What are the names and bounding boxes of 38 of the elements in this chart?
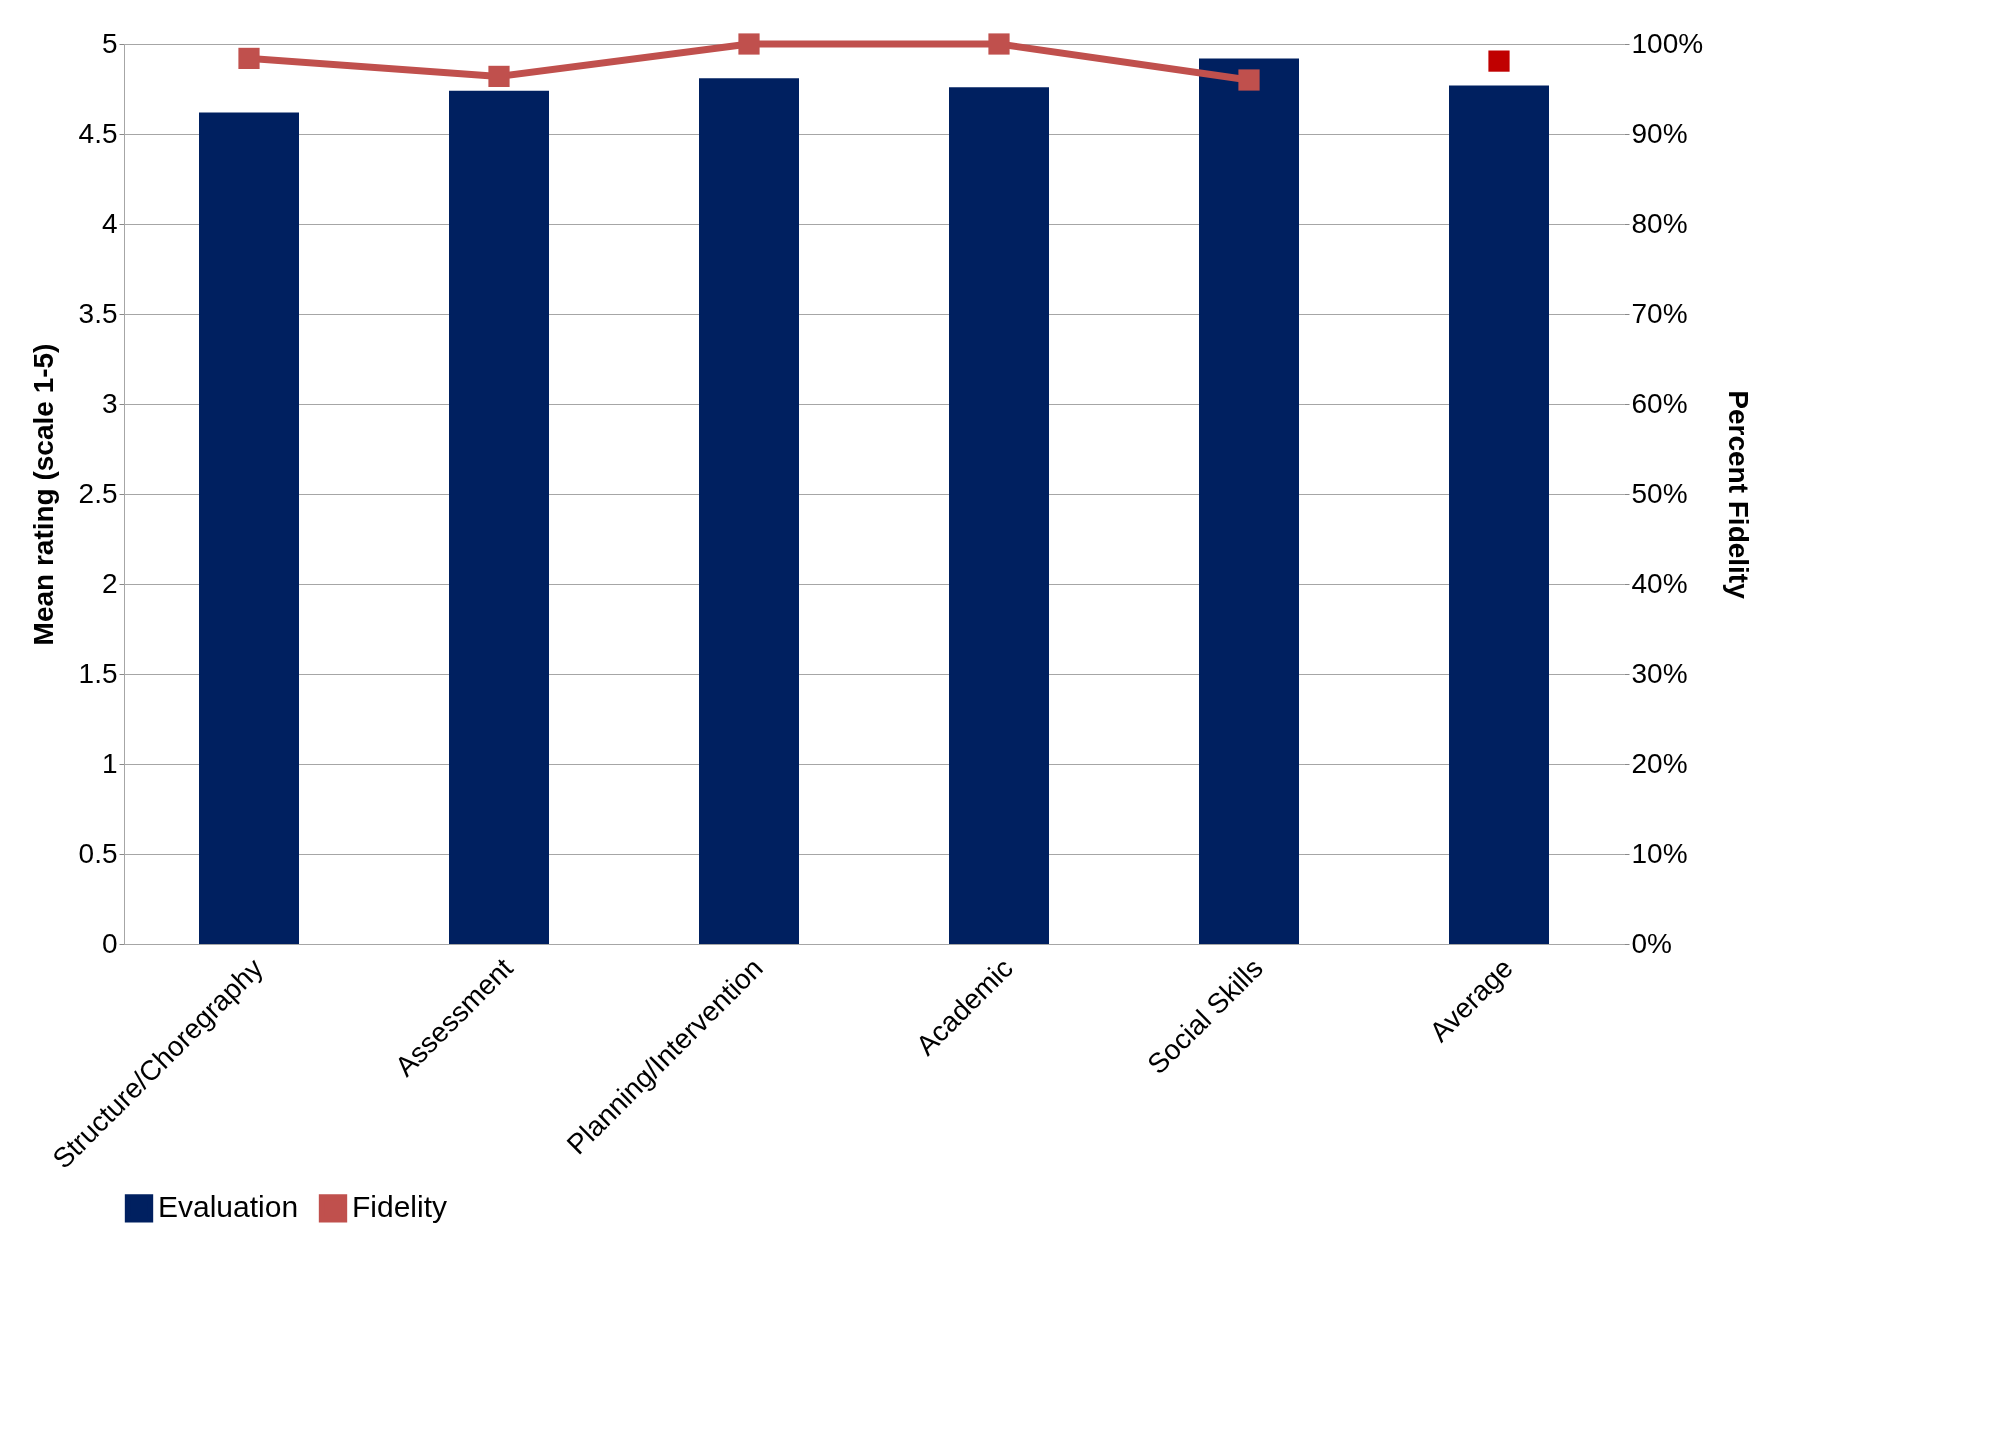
- y2-tick-label: 10%: [1631, 837, 1688, 869]
- y-axis-title: Mean rating (scale 1-5): [27, 343, 59, 646]
- point: [988, 33, 1010, 55]
- point: [1238, 69, 1260, 91]
- y-tick-label: 1: [101, 747, 118, 779]
- y2-tick-label: 100%: [1631, 27, 1704, 59]
- y2-tick-label: 70%: [1631, 297, 1688, 329]
- legend-label: Fidelity: [352, 1190, 448, 1224]
- bar: [1449, 85, 1549, 944]
- point: [738, 33, 760, 55]
- y2-tick-label: 60%: [1631, 387, 1688, 419]
- y-tick-label: 4.5: [78, 117, 118, 149]
- y2-tick-label: 40%: [1631, 567, 1688, 599]
- y-tick-label: 3: [101, 387, 118, 419]
- point: [488, 65, 510, 88]
- bar: [199, 112, 299, 944]
- y-tick-label: 0.5: [78, 837, 118, 869]
- y2-tick-label: 90%: [1631, 117, 1688, 149]
- bar: [1199, 58, 1299, 944]
- y-tick-label: 3.5: [78, 297, 118, 329]
- y-tick-label: 5: [101, 27, 118, 59]
- y2-tick-label: 50%: [1631, 477, 1688, 509]
- y2-tick-label: 0%: [1631, 927, 1672, 959]
- bar: [449, 90, 549, 944]
- legend-label: Evaluation: [158, 1190, 299, 1224]
- y-tick-label: 0: [101, 927, 118, 959]
- y-tick-label: 4: [101, 207, 118, 239]
- point: [238, 47, 260, 70]
- y2-axis-title: Percent Fidelity: [1723, 390, 1755, 600]
- y2-tick-label: 20%: [1631, 747, 1688, 779]
- bar: [699, 78, 799, 944]
- bar: [949, 87, 1049, 944]
- y-tick-label: 1.5: [78, 657, 118, 689]
- y-tick-label: 2: [101, 567, 118, 599]
- y2-tick-label: 30%: [1631, 657, 1688, 689]
- point: [1488, 50, 1510, 72]
- y2-tick-label: 80%: [1631, 207, 1688, 239]
- y-tick-label: 2.5: [78, 477, 118, 509]
